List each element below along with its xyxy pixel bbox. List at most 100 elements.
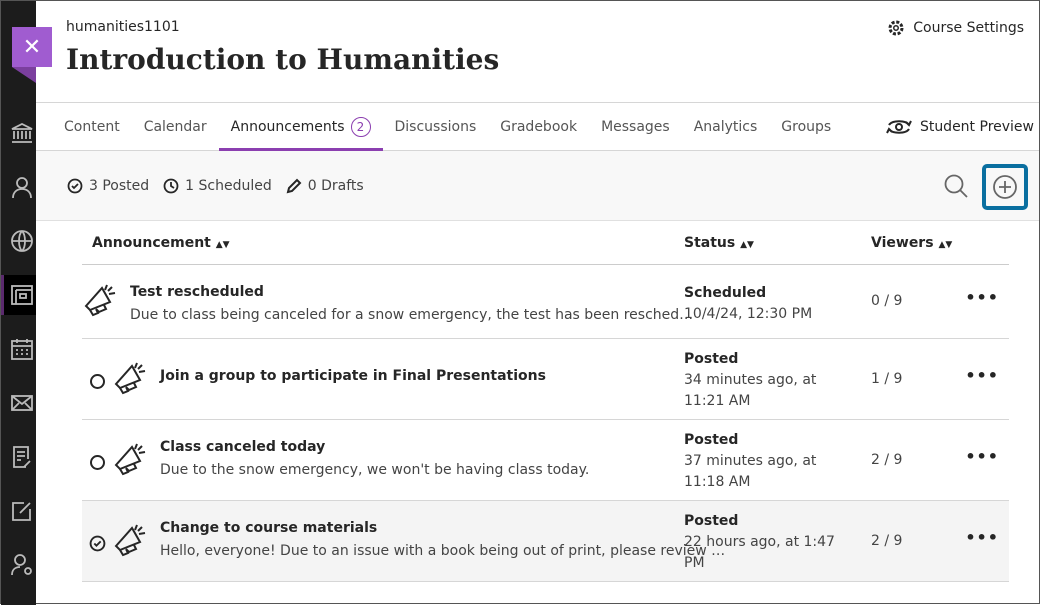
announcement-status: Posted 34 minutes ago, at 11:21 AM xyxy=(684,349,859,412)
status-date: 10/4/24, 12:30 PM xyxy=(684,306,813,322)
tab-analytics[interactable]: Analytics xyxy=(682,103,770,151)
tab-discussions[interactable]: Discussions xyxy=(383,103,489,151)
viewer-count: 2 / 9 xyxy=(871,451,903,468)
announcement-toolbar: 3 Posted 1 Scheduled 0 Drafts xyxy=(36,151,1039,221)
posted-count: 3 Posted xyxy=(67,178,149,194)
globe-icon[interactable] xyxy=(1,221,36,261)
status-label: Posted xyxy=(684,432,739,448)
more-options-button[interactable]: ••• xyxy=(965,446,999,466)
status-date: 22 hours ago, at 1:47 PM xyxy=(684,534,835,571)
posted-label: 3 Posted xyxy=(89,177,150,194)
courses-icon[interactable] xyxy=(1,275,36,315)
course-header: humanities1101 Introduction to Humanitie… xyxy=(36,1,1039,103)
check-circle-icon xyxy=(67,178,83,193)
announcement-summary: Due to the snow emergency, we won't be h… xyxy=(160,462,590,478)
drafts-count: 0 Drafts xyxy=(286,178,364,194)
unread-indicator[interactable] xyxy=(90,454,105,470)
status-date: 37 minutes ago, at 11:18 AM xyxy=(684,453,817,490)
sort-icon: ▲▼ xyxy=(938,240,953,250)
tab-content[interactable]: Content xyxy=(52,103,132,151)
grades-icon[interactable] xyxy=(1,437,36,477)
messages-icon[interactable] xyxy=(1,383,36,423)
viewer-count: 2 / 9 xyxy=(871,532,903,549)
tab-label: Calendar xyxy=(143,119,207,135)
sort-status[interactable]: Status ▲▼ xyxy=(684,235,754,251)
admin-icon[interactable] xyxy=(1,545,36,585)
column-viewers: Viewers xyxy=(871,235,934,251)
announcement-title[interactable]: Class canceled today xyxy=(160,439,326,455)
tab-messages[interactable]: Messages xyxy=(589,103,682,151)
drafts-label: 0 Drafts xyxy=(307,177,364,194)
announcement-status: Scheduled 10/4/24, 12:30 PM xyxy=(684,283,859,325)
assignments-icon[interactable] xyxy=(1,491,36,531)
page-title: Introduction to Humanities xyxy=(66,43,500,76)
announcements-table: Announcement ▲▼ Status ▲▼ Viewers ▲▼ Tes… xyxy=(82,221,1009,582)
tab-groups[interactable]: Groups xyxy=(769,103,843,151)
student-preview-label: Student Preview xyxy=(919,119,1034,135)
announcement-status: Posted 22 hours ago, at 1:47 PM xyxy=(684,511,859,574)
profile-icon[interactable] xyxy=(1,167,36,207)
announcement-title[interactable]: Test rescheduled xyxy=(130,284,264,300)
announcement-title[interactable]: Join a group to participate in Final Pre… xyxy=(160,368,546,384)
more-options-button[interactable]: ••• xyxy=(965,288,999,307)
plus-circle-icon xyxy=(993,175,1017,199)
sort-icon: ▲▼ xyxy=(215,240,230,250)
table-row[interactable]: Class canceled today Due to the snow emer… xyxy=(82,420,1009,501)
table-header: Announcement ▲▼ Status ▲▼ Viewers ▲▼ xyxy=(82,221,1009,265)
status-label: Scheduled xyxy=(684,285,767,301)
announcement-summary: Due to class being canceled for a snow e… xyxy=(130,307,694,323)
course-code: humanities1101 xyxy=(66,19,180,35)
course-tabs: Content Calendar Announcements 2 Discussi… xyxy=(36,103,1039,152)
scheduled-count: 1 Scheduled xyxy=(163,178,272,194)
announcement-status: Posted 37 minutes ago, at 11:18 AM xyxy=(684,430,859,493)
status-label: Posted xyxy=(684,513,739,529)
column-announcement: Announcement xyxy=(92,235,211,251)
tab-calendar[interactable]: Calendar xyxy=(132,103,219,151)
read-check-icon[interactable] xyxy=(89,535,106,552)
megaphone-icon xyxy=(112,522,152,566)
add-announcement-button[interactable] xyxy=(982,164,1028,210)
tab-label: Discussions xyxy=(394,119,477,135)
course-settings-label: Course Settings xyxy=(913,20,1024,36)
student-preview-button[interactable]: Student Preview xyxy=(886,117,1034,137)
tab-announcements[interactable]: Announcements 2 xyxy=(218,103,383,152)
megaphone-icon xyxy=(112,360,152,404)
gear-icon xyxy=(888,20,904,36)
tab-label: Groups xyxy=(781,119,832,135)
tab-label: Analytics xyxy=(693,119,758,135)
announcement-summary: Hello, everyone! Due to an issue with a … xyxy=(160,543,726,559)
sort-icon: ▲▼ xyxy=(740,240,754,250)
course-settings-button[interactable]: Course Settings xyxy=(887,19,1024,37)
viewer-count: 0 / 9 xyxy=(871,293,903,309)
unread-count-badge: 2 xyxy=(350,117,371,137)
tab-label: Announcements xyxy=(230,119,345,135)
sort-viewers[interactable]: Viewers ▲▼ xyxy=(871,235,952,251)
scheduled-label: 1 Scheduled xyxy=(185,177,272,194)
column-status: Status xyxy=(684,235,736,251)
viewer-count: 1 / 9 xyxy=(871,370,903,387)
sidebar xyxy=(1,1,36,605)
search-button[interactable] xyxy=(943,173,969,203)
megaphone-icon xyxy=(82,282,122,326)
sort-announcement[interactable]: Announcement ▲▼ xyxy=(92,235,230,251)
calendar-icon[interactable] xyxy=(1,329,36,369)
announcement-title[interactable]: Change to course materials xyxy=(160,520,378,536)
status-date: 34 minutes ago, at 11:21 AM xyxy=(684,372,817,409)
eye-refresh-icon xyxy=(886,120,912,134)
tab-gradebook[interactable]: Gradebook xyxy=(488,103,589,151)
clock-icon xyxy=(163,178,179,193)
search-icon xyxy=(944,174,968,198)
table-row[interactable]: Test rescheduled Due to class being cance… xyxy=(82,265,1009,339)
close-button-fold xyxy=(12,67,36,83)
more-options-button[interactable]: ••• xyxy=(965,527,999,547)
tab-label: Messages xyxy=(601,119,670,135)
close-course-button[interactable]: ✕ xyxy=(12,27,52,67)
table-row[interactable]: Join a group to participate in Final Pre… xyxy=(82,339,1009,420)
more-options-button[interactable]: ••• xyxy=(965,365,999,385)
status-label: Posted xyxy=(684,351,739,367)
institution-icon[interactable] xyxy=(1,113,36,153)
table-row[interactable]: Change to course materials Hello, everyon… xyxy=(82,501,1009,582)
megaphone-icon xyxy=(112,441,152,485)
tab-label: Content xyxy=(64,119,120,135)
unread-indicator[interactable] xyxy=(90,373,105,389)
